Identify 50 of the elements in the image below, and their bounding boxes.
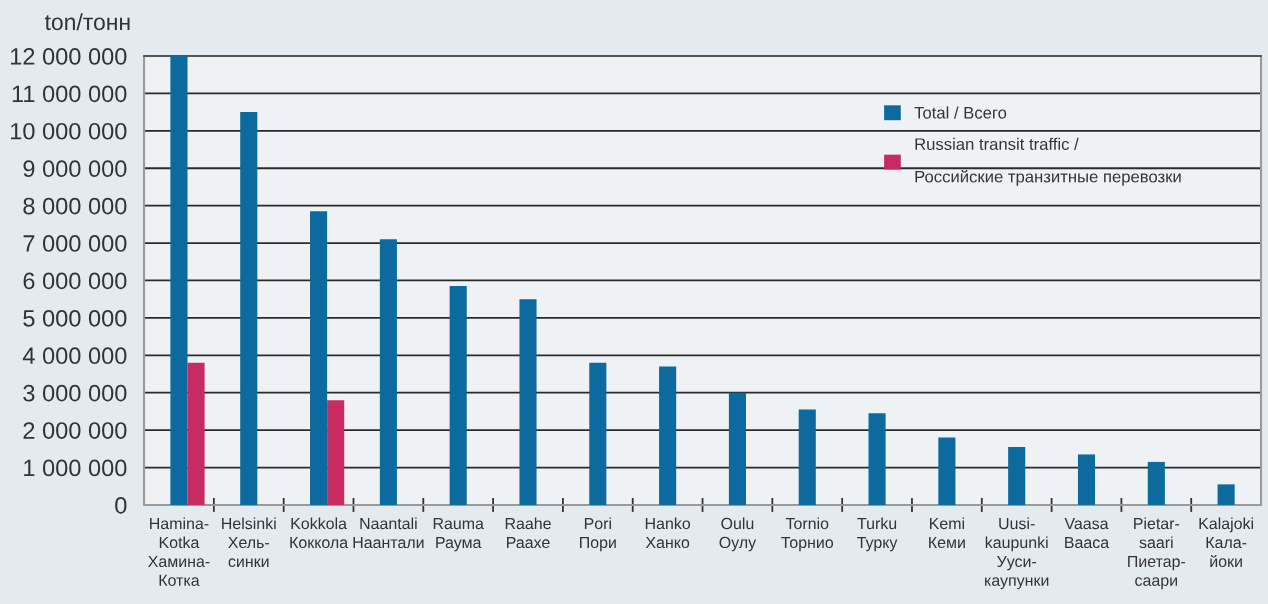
y-tick-label: 7 000 000: [23, 235, 127, 252]
bar: [1008, 446, 1026, 505]
y-tick-label: 1 000 000: [24, 459, 127, 477]
x-tick-label: Helsinki Хель- синки: [222, 517, 276, 568]
legend-label: Russian transit traffic / Российские транзитные перевозки: [915, 137, 1181, 186]
x-tick-label: Uusi- kaupunki Ууси- каупунки: [985, 517, 1049, 590]
x-tick-label: Turku Турку: [857, 517, 898, 552]
bar: [938, 437, 956, 505]
x-tick-label: Hamina- Kotka Хамина- Котка: [148, 517, 210, 586]
y-tick-label: 3 000 000: [23, 384, 127, 402]
bar: [1147, 461, 1165, 505]
y-tick-label: 11 000 000: [12, 85, 127, 103]
x-tick-label: Kokkola Коккола: [290, 517, 349, 549]
bar: [659, 366, 677, 505]
x-tick-label: Oulu Оулу: [719, 517, 757, 552]
y-tick-label: 10 000 000: [11, 122, 127, 140]
x-tick-label: Kalajoki Кала- йоки: [1199, 517, 1254, 568]
bar: [1077, 454, 1096, 505]
y-tick-label: 8 000 000: [23, 197, 127, 215]
y-tick-label: 2 000 000: [23, 422, 127, 439]
bar: [379, 239, 397, 505]
bar: [1217, 484, 1235, 505]
bar: [187, 362, 205, 505]
y-tick-label: 6 000 000: [23, 272, 127, 290]
bar: [868, 413, 886, 505]
bar: [728, 392, 746, 505]
y-tick-label: 12 000 000: [11, 48, 127, 65]
x-tick-label: Raahe Раахе: [505, 517, 551, 549]
bar: [327, 400, 345, 505]
y-tick-label: 9 000 000: [23, 160, 127, 178]
x-tick-label: Pietar- saari Пиетар- саари: [1128, 517, 1186, 590]
x-tick-label: Vaasa Вааса: [1064, 518, 1110, 549]
x-tick-label: Pori Пори: [580, 517, 616, 552]
bar: [449, 286, 467, 505]
x-tick-label: Tornio Торнио: [781, 517, 834, 552]
x-tick-label: Naantali Наантали: [353, 517, 424, 549]
y-tick-label: 5 000 000: [23, 309, 127, 327]
bar: [240, 112, 258, 505]
x-tick-label: Hanko Ханко: [645, 517, 691, 549]
y-axis-title: ton/тонн: [44, 13, 130, 31]
y-tick-label: 0: [115, 497, 127, 514]
bar: [519, 299, 537, 505]
legend-label: Total / Всего: [914, 106, 1007, 119]
x-tick-label: Rauma Раума: [433, 518, 484, 552]
bar: [798, 409, 816, 505]
bar: [170, 55, 188, 505]
y-tick-label: 4 000 000: [22, 347, 127, 365]
bar: [310, 211, 328, 505]
x-tick-label: Kemi Кеми: [929, 517, 965, 549]
bar: [589, 362, 607, 505]
